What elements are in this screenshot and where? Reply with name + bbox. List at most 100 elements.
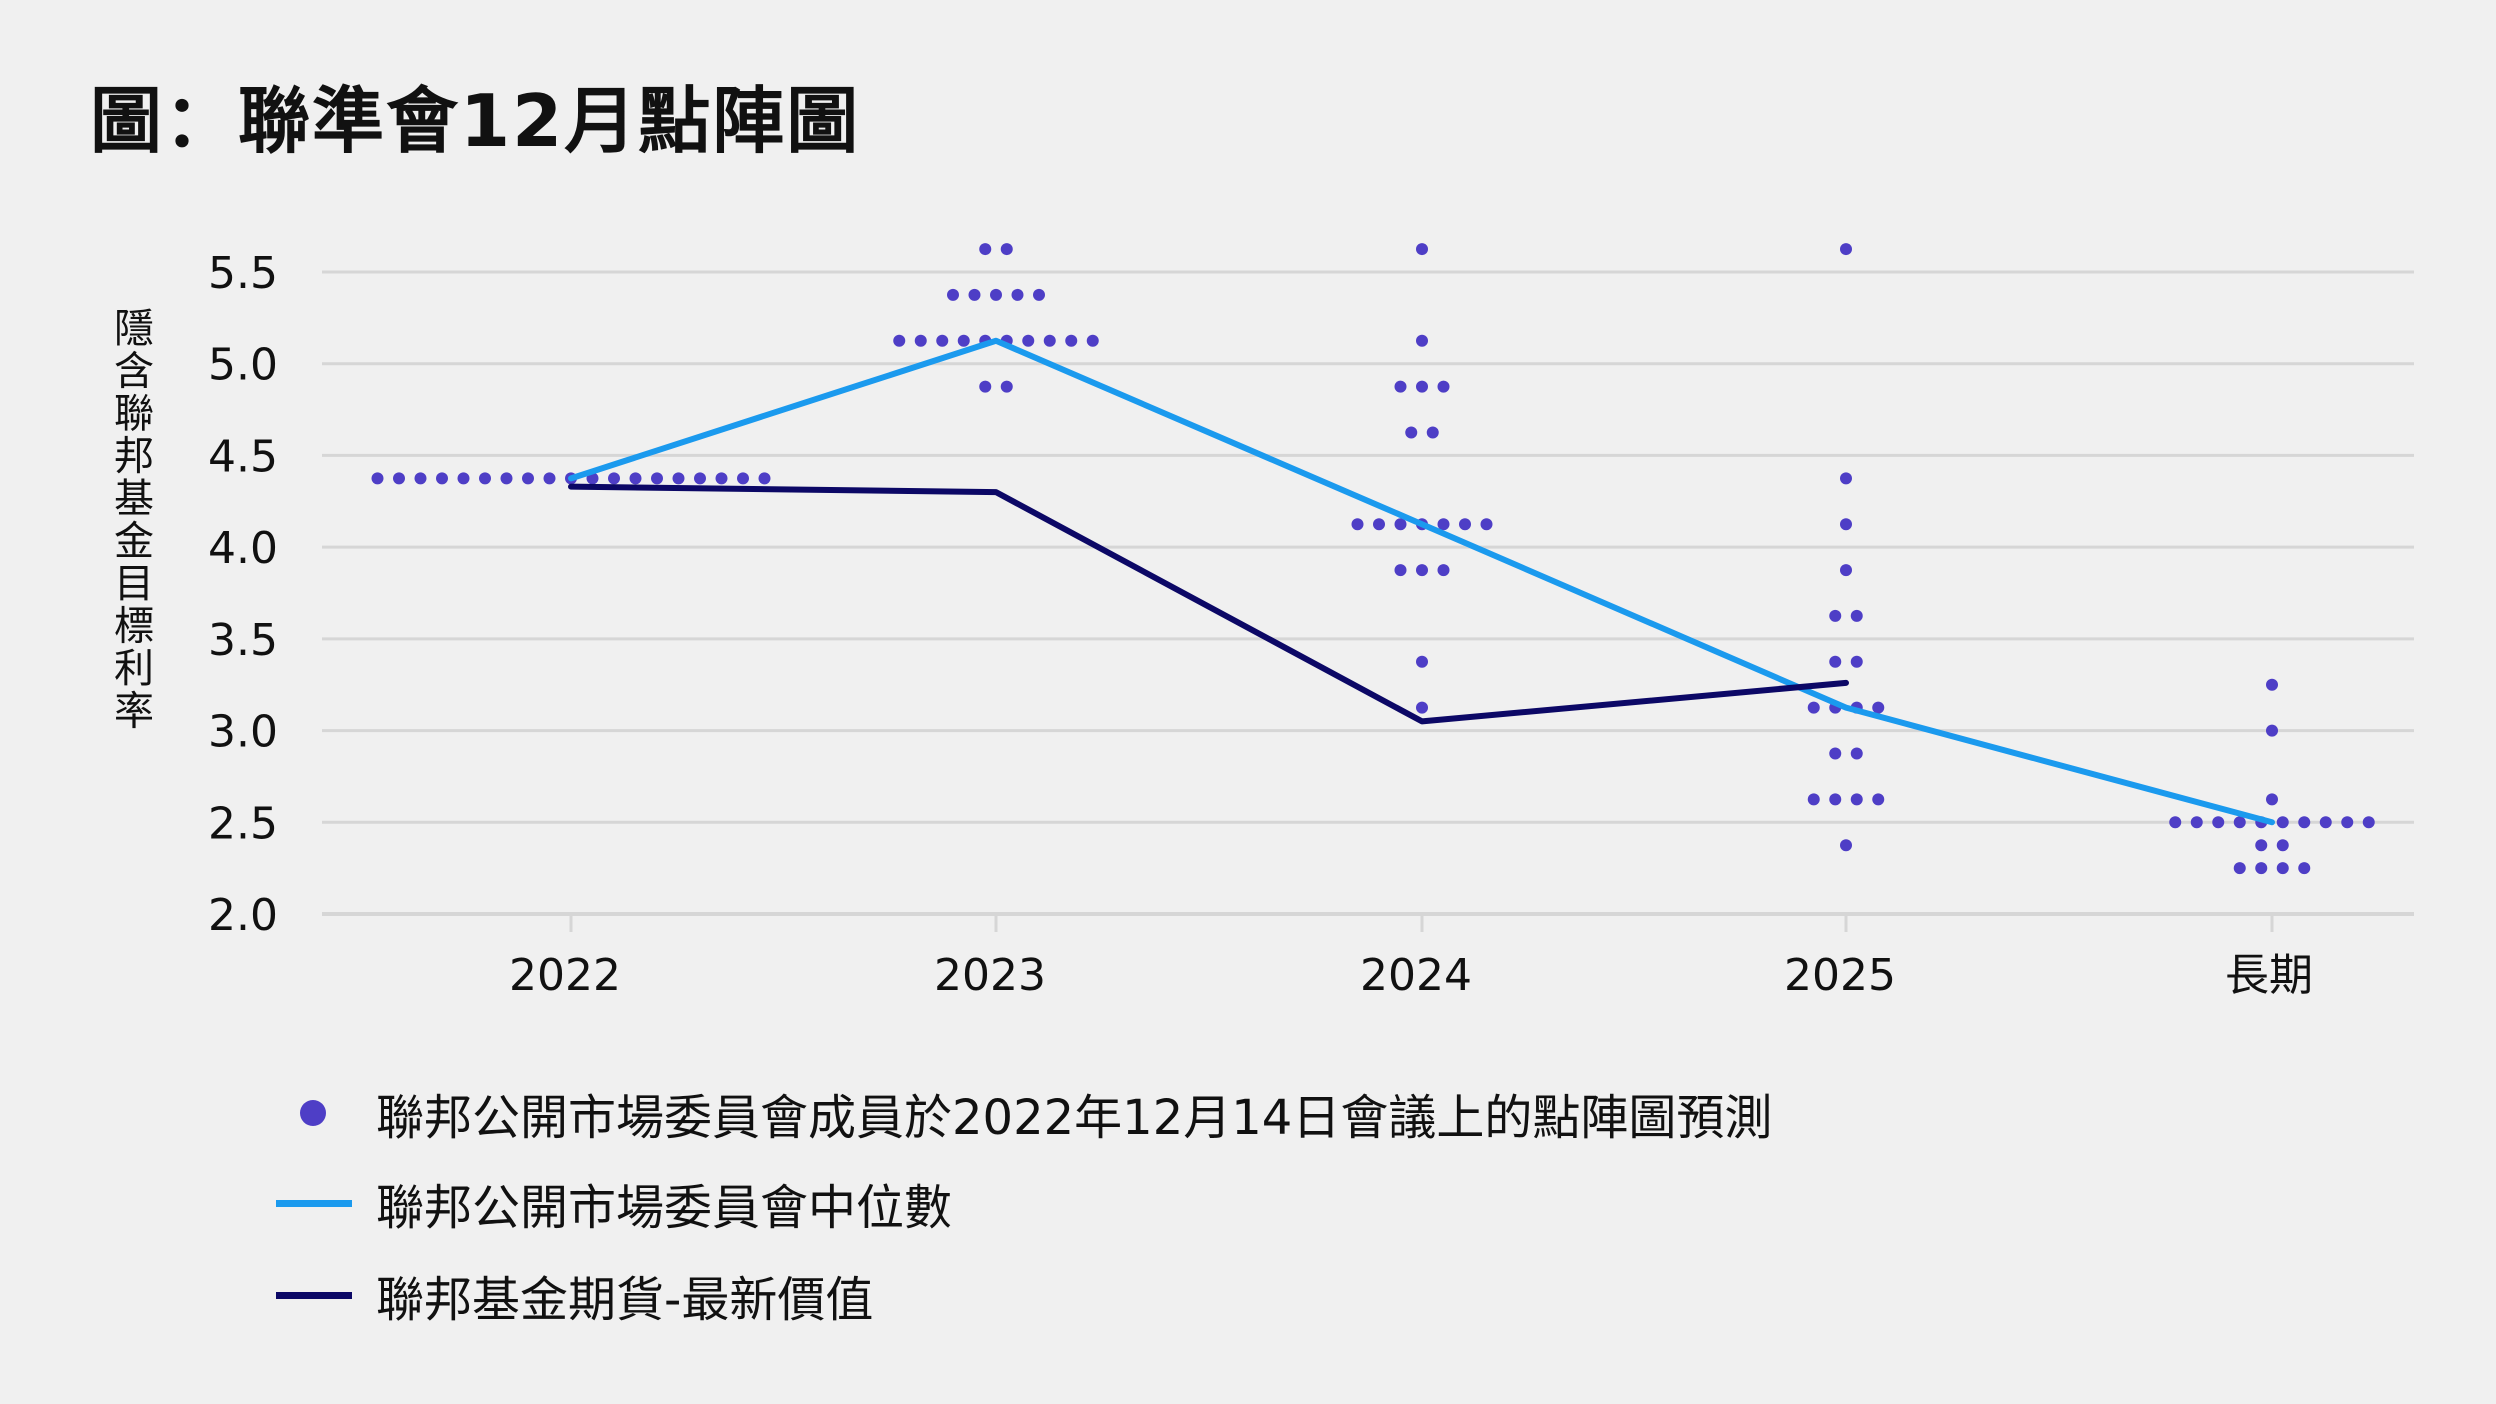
dot-point	[758, 472, 771, 485]
dot-point	[1043, 334, 1056, 347]
dot-point	[1000, 243, 1013, 256]
x-tick-label: 長期	[2225, 950, 2313, 1001]
y-tick-label: 3.5	[208, 615, 278, 666]
dot-point	[979, 380, 992, 393]
x-tick-label: 2024	[1360, 950, 1472, 1001]
dot-point	[629, 472, 642, 485]
dot-point	[947, 288, 959, 301]
dot-point	[1426, 426, 1439, 439]
dot-point	[1840, 564, 1852, 577]
dot-point	[1872, 793, 1885, 806]
dot-point	[2266, 793, 2278, 806]
dot-point	[914, 334, 927, 347]
legend-dot-icon	[300, 1100, 326, 1126]
futures-line	[568, 483, 1849, 725]
y-tick-label: 5.5	[208, 248, 278, 299]
dot-point	[479, 472, 491, 485]
legend-label-median: 聯邦公開市場委員會中位數	[376, 1180, 953, 1236]
y-axis-label-char: 聯	[114, 391, 154, 437]
dot-point	[1850, 747, 1863, 760]
dot-point	[1840, 839, 1852, 852]
dot-point	[1416, 701, 1428, 714]
dot-point	[694, 472, 706, 485]
y-axis-label-char: 標	[114, 604, 154, 650]
line-series	[568, 337, 2275, 826]
dot-point	[2212, 816, 2225, 829]
dot-point	[1840, 243, 1852, 256]
legend-label-futures: 聯邦基金期貨-最新價值	[376, 1272, 874, 1328]
dot-point	[1394, 564, 1407, 577]
dot-point	[1405, 426, 1418, 439]
dot-plot-chart: 2.02.53.03.54.04.55.05.5 2022 2023 2024 202…	[114, 243, 2414, 1001]
dot-point	[737, 472, 749, 485]
dot-point	[651, 472, 663, 485]
dot-point	[979, 243, 992, 256]
dot-point	[1480, 518, 1493, 531]
dot-point	[414, 472, 427, 485]
dot-point	[2233, 816, 2246, 829]
y-axis-label-char: 金	[114, 519, 154, 565]
dot-point	[2298, 862, 2311, 875]
dot-point	[1065, 334, 1078, 347]
dot-point	[2276, 839, 2289, 852]
x-axis-ticks: 2022 2023 2024 2025 長期	[509, 914, 2313, 1001]
x-tick-label: 2023	[934, 950, 1046, 1001]
dot-point	[1086, 334, 1099, 347]
chart-title: 圖：聯準會12月點陣圖	[90, 79, 861, 163]
y-tick-label: 4.0	[208, 523, 278, 574]
dot-series	[371, 243, 2375, 875]
dot-point	[1437, 564, 1450, 577]
dot-point	[1829, 747, 1842, 760]
dot-point	[436, 472, 448, 485]
y-axis-ticks: 2.0 2.5 3.0 3.5 4.0 4.5 5.0 5.5	[208, 248, 278, 941]
dot-point	[2255, 862, 2268, 875]
y-axis-label-char: 率	[114, 689, 154, 735]
dot-point	[893, 334, 906, 347]
legend-item-futures: 聯邦基金期貨-最新價值	[276, 1260, 873, 1330]
dot-point	[2319, 816, 2332, 829]
y-tick-label: 5.0	[208, 340, 278, 391]
legend-median-line-icon	[276, 1199, 352, 1207]
dot-point	[1437, 518, 1450, 531]
dot-point	[1850, 655, 1863, 668]
dot-point	[393, 472, 405, 485]
dot-point	[968, 288, 981, 301]
dot-point	[1000, 380, 1013, 393]
y-tick-label: 2.5	[208, 798, 278, 849]
dot-point	[2276, 862, 2289, 875]
dot-point	[2190, 816, 2203, 829]
y-tick-label: 3.0	[208, 707, 278, 758]
dot-point	[2298, 816, 2311, 829]
x-tick-label: 2025	[1784, 950, 1896, 1001]
dot-point	[2341, 816, 2354, 829]
dot-point	[1850, 609, 1863, 622]
dot-point	[1033, 288, 1045, 301]
dot-point	[608, 472, 620, 485]
y-tick-label: 4.5	[208, 431, 278, 482]
dot-point	[1351, 518, 1364, 531]
legend-item-dots: 聯邦公開市場委員會成員於2022年12月14日會議上的點陣圖預測	[276, 1078, 1772, 1148]
legend-futures-line-icon	[276, 1291, 352, 1299]
dot-point	[1011, 288, 1024, 301]
dot-point	[715, 472, 728, 485]
dot-point	[1416, 380, 1428, 393]
dot-point	[457, 472, 470, 485]
dot-point	[2266, 724, 2278, 737]
dot-point	[2255, 839, 2268, 852]
dot-point	[2169, 816, 2182, 829]
median-line	[568, 337, 2275, 826]
dot-point	[957, 334, 970, 347]
dot-point	[1829, 793, 1842, 806]
dot-point	[990, 288, 1002, 301]
dot-point	[2233, 862, 2246, 875]
dot-point	[1807, 793, 1820, 806]
y-axis-label-char: 含	[114, 349, 154, 395]
y-axis-label-char: 基	[114, 476, 154, 522]
dot-point	[1850, 793, 1863, 806]
x-tick-label: 2022	[509, 950, 621, 1001]
dot-point	[1437, 380, 1450, 393]
dot-point	[2362, 816, 2375, 829]
dot-point	[371, 472, 384, 485]
dot-point	[672, 472, 685, 485]
